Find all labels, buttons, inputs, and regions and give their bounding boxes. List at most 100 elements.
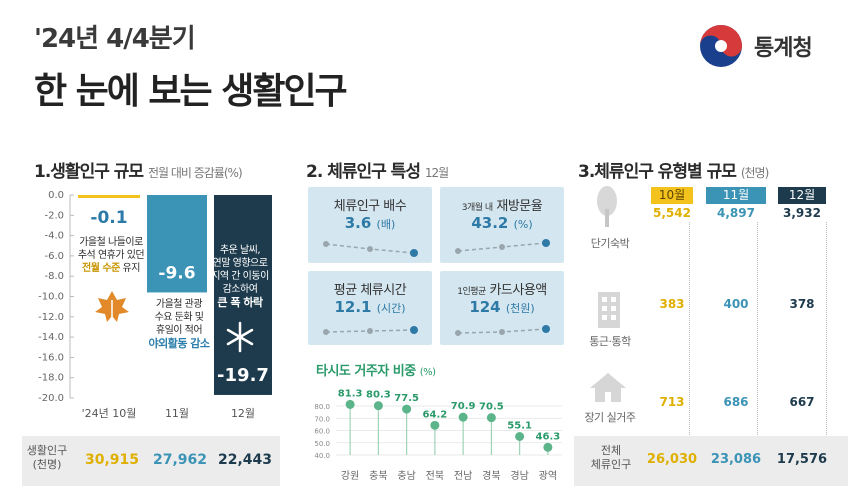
bar-value-label: -9.6 — [158, 263, 195, 283]
lollipop-point — [430, 420, 440, 430]
bar-value-label: -0.1 — [90, 208, 127, 228]
total-label: 전체 체류인구 — [580, 444, 642, 472]
card-stay-multiple-number: 3.6 — [344, 214, 372, 232]
population-label: 생활인구 (천명) — [24, 444, 70, 472]
card-card-spending-value: 124 (천원) — [440, 298, 564, 316]
desc-oct-line1: 가을철 나들이로 — [79, 237, 143, 248]
card-card-spending-number: 124 — [469, 298, 501, 316]
non-resident-share-lollipop-chart: 80.0 70.0 60.0 50.0 40.0 81.3 강원 80.3 충북 77.5 충남 64… — [314, 388, 562, 482]
x-category-label: 전북 — [426, 470, 444, 482]
y-tick-label: -14.0 — [38, 332, 64, 343]
point-value-label: 77.5 — [394, 393, 419, 404]
point-value-label: 80.3 — [366, 390, 391, 401]
bar-value-label: -19.7 — [217, 365, 269, 386]
desc-nov-line1: 가을철 관광 — [155, 299, 203, 310]
lollipop-point — [373, 401, 383, 411]
lollipop-unit: (%) — [419, 367, 436, 378]
y-tick-label: -8.0 — [44, 271, 64, 282]
card-revisit-rate-prefix: 3개월 내 — [461, 203, 493, 213]
lollipop-title-text: 타시도 거주자 비중 — [316, 364, 416, 379]
page-subtitle: '24년 4/4분기 — [34, 24, 196, 54]
desc-dec-line2: 연말 영향으로 — [212, 258, 268, 269]
tree-icon — [597, 186, 617, 227]
card-stay-time-number: 12.1 — [334, 298, 372, 316]
y-tick-label: 40.0 — [314, 452, 330, 460]
card-revisit-rate-unit: (%) — [513, 218, 533, 231]
section3-title: 3.체류인구 유형별 규모 (천명) — [578, 157, 769, 182]
point-value-label: 55.1 — [507, 421, 532, 432]
desc-nov-line2: 수요 둔화 및 — [154, 312, 204, 323]
y-tick-label: 50.0 — [314, 440, 330, 448]
section1-note: 전월 대비 증감률(%) — [147, 166, 243, 180]
section1-title-text: 1.생활인구 규모 — [34, 162, 144, 182]
long-stay-oct: 713 — [659, 395, 685, 409]
y-tick-label: 0.0 — [48, 190, 64, 201]
point-value-label: 46.3 — [536, 431, 561, 442]
card-stay-multiple-unit: (배) — [376, 218, 396, 231]
y-tick-label: -2.0 — [44, 210, 64, 221]
lollipop-title: 타시도 거주자 비중 (%) — [316, 360, 436, 379]
lollipop-point — [486, 413, 496, 423]
desc-oct-line2: 추석 연휴가 있던 — [77, 250, 145, 261]
x-category-label: 12월 — [231, 407, 255, 420]
desc-dec-line1: 추운 날씨, — [219, 245, 261, 256]
x-category-label: 11월 — [165, 407, 189, 420]
card-revisit-rate-value: 43.2 (%) — [440, 214, 564, 232]
card-revisit-rate-number: 43.2 — [471, 214, 509, 232]
row-label-commute: 통근·통학 — [589, 335, 631, 348]
card-card-spending-title: 1인평균 카드사용액 — [440, 279, 564, 298]
y-tick-label: -20.0 — [38, 393, 64, 404]
trend-glyph-1-icon — [323, 241, 418, 257]
snowflake-icon — [226, 321, 254, 353]
section1-title: 1.생활인구 규모 전월 대비 증감률(%) — [34, 157, 243, 182]
x-category-label: '24년 10월 — [82, 407, 137, 420]
point-value-label: 81.3 — [338, 388, 363, 399]
section2-note: 12월 — [424, 166, 449, 180]
row-label-long-stay: 장기 실거주 — [584, 411, 636, 424]
y-tick-label: -16.0 — [38, 352, 64, 363]
x-category-label: 전남 — [454, 470, 472, 482]
month-header-dec: 12월 — [778, 187, 826, 204]
trend-glyph-2-icon — [455, 239, 550, 254]
divider-dec — [826, 222, 827, 437]
desc-oct-highlight: 전월 수준 — [82, 263, 120, 274]
trend-glyph-3-icon — [323, 326, 418, 335]
month-header-nov: 11월 — [706, 187, 766, 204]
card-revisit-rate-title-text: 재방문율 — [496, 199, 543, 214]
statistics-korea-logo-icon — [700, 25, 742, 67]
bar-0 — [78, 195, 140, 198]
brand-name: 통계청 — [754, 36, 813, 61]
month-header-oct: 10월 — [651, 187, 693, 204]
population-dec: 22,443 — [217, 452, 273, 468]
desc-dec-highlight: 큰 폭 하락 — [217, 296, 263, 309]
short-stay-oct: 5,542 — [653, 206, 691, 220]
section2-title: 2. 체류인구 특성 12월 — [306, 157, 449, 182]
commute-oct: 383 — [659, 297, 685, 311]
point-value-label: 70.5 — [479, 402, 504, 413]
commute-dec: 378 — [789, 297, 815, 311]
total-dec: 17,576 — [776, 452, 828, 467]
card-revisit-rate-title: 3개월 내 재방문율 — [440, 195, 564, 214]
population-label-line2: (천명) — [32, 458, 62, 471]
y-tick-label: 60.0 — [314, 428, 330, 436]
section2-title-text: 2. 체류인구 특성 — [306, 162, 421, 182]
x-category-label: 충북 — [369, 470, 387, 482]
total-oct: 26,030 — [646, 452, 698, 467]
trend-glyph-4-icon — [455, 325, 550, 336]
section3-footer — [574, 436, 848, 486]
desc-oct: 가을철 나들이로 추석 연휴가 있던 전월 수준 유지 — [72, 236, 150, 275]
y-tick-label: 80.0 — [314, 403, 330, 411]
population-change-bar-chart: 0.0 -2.0 -4.0 -6.0 -8.0 -10.0 -12.0 -14.0 -16.0 -… — [38, 190, 272, 420]
population-label-line1: 생활인구 — [26, 444, 68, 457]
row-label-short-stay: 단기숙박 — [590, 237, 630, 250]
page-title: 한 눈에 보는 생활인구 — [34, 71, 348, 112]
desc-dec: 추운 날씨, 연말 영향으로 지역 간 이동이 감소하여 큰 폭 하락 — [209, 244, 271, 309]
y-tick-label: -6.0 — [44, 251, 64, 262]
lollipop-point — [458, 412, 468, 422]
card-card-spending-prefix: 1인평균 — [457, 287, 486, 297]
total-nov: 23,086 — [710, 452, 762, 467]
desc-nov: 가을철 관광 수요 둔화 및 휴일이 적어 야외활동 감소 — [140, 298, 218, 350]
population-nov: 27,962 — [152, 452, 208, 468]
house-icon — [590, 373, 626, 402]
x-category-label: 경남 — [510, 469, 528, 482]
